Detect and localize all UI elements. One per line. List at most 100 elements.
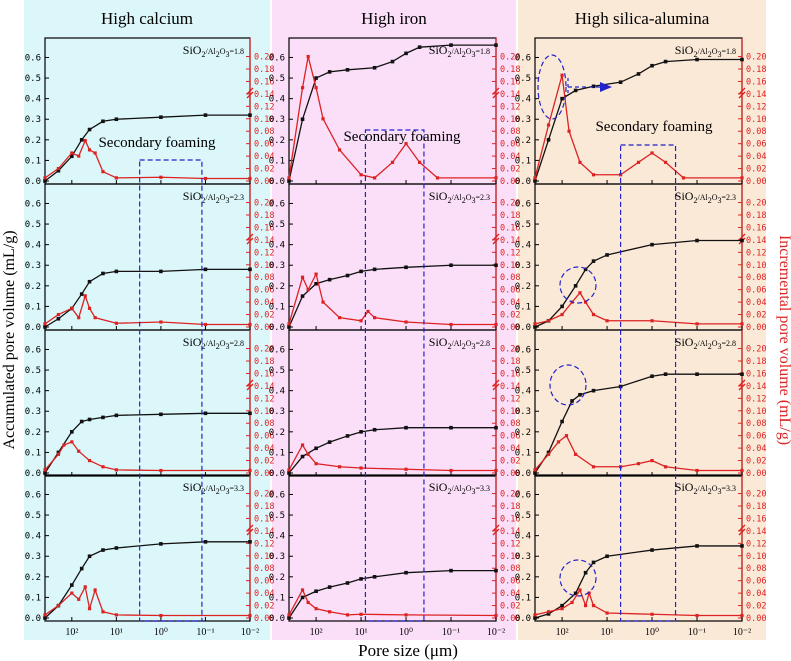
axis-break-mark — [492, 524, 500, 536]
incremental-point — [359, 173, 363, 177]
column-background — [518, 0, 766, 640]
right-tick-label: 0.20 — [500, 53, 520, 63]
incremental-point — [449, 322, 453, 327]
left-tick-label: 0.5 — [515, 74, 531, 84]
incremental-point — [77, 154, 81, 158]
accumulated-point — [618, 80, 623, 84]
left-tick-label: 0.0 — [25, 469, 41, 479]
incremental-point — [70, 306, 74, 310]
accumulated-point — [560, 304, 564, 309]
right-tick-label: 0.12 — [254, 539, 274, 549]
x-axis-label: Pore size (μm) — [358, 641, 458, 660]
accumulated-point — [533, 471, 537, 475]
accumulated-point — [404, 51, 408, 56]
accumulated-point — [740, 544, 744, 548]
accumulated-point — [159, 269, 163, 274]
right-tick-label: 0.16 — [500, 369, 520, 379]
right-tick-label: 0.00 — [500, 323, 520, 333]
accumulated-point — [327, 277, 332, 282]
incremental-point — [605, 319, 609, 323]
x-tick-label: 10⁰ — [154, 627, 168, 638]
right-tick-label: 0.10 — [254, 552, 274, 562]
left-tick-label: 0.1 — [25, 448, 41, 458]
incremental-point — [681, 176, 686, 180]
right-tick-label: 0.06 — [746, 140, 766, 150]
peak-highlight-circle — [549, 364, 587, 406]
right-tick-label: 0.14 — [746, 527, 766, 537]
axis-break-mark — [492, 233, 500, 245]
left-tick-label: 0.1 — [269, 302, 285, 312]
right-tick-label: 0.02 — [254, 311, 274, 321]
left-tick-label: 0.5 — [269, 220, 285, 230]
accumulated-point — [546, 138, 551, 142]
accumulated-point — [494, 568, 498, 573]
incremental-point — [43, 176, 47, 180]
left-tick-label: 0.4 — [25, 241, 41, 251]
accumulated-point — [740, 372, 744, 376]
right-tick-label: 0.08 — [746, 564, 766, 574]
accumulated-point — [203, 411, 208, 416]
incremental-point — [494, 322, 498, 327]
right-tick-label: 0.12 — [254, 394, 274, 404]
incremental-point — [373, 176, 377, 180]
right-tick-label: 0.02 — [254, 165, 274, 175]
accumulated-point — [573, 591, 578, 596]
panel: 0.0 0.1 0.2 0.3 0.4 0.5 0.6 0.00 0.02 0.04 0.06 0.0… — [269, 37, 520, 187]
incremental-point — [650, 319, 654, 323]
accumulated-point — [372, 267, 377, 272]
incremental-point — [567, 129, 571, 133]
incremental-point — [546, 123, 551, 127]
incremental-point — [560, 607, 564, 611]
incremental-point — [62, 443, 66, 447]
right-tick-label: 0.04 — [746, 298, 766, 308]
accumulated-point — [533, 179, 537, 183]
accumulated-point — [546, 612, 551, 616]
incremental-point — [114, 321, 118, 325]
ratio-label: SiO2/Al2O3=2.8 — [429, 335, 490, 351]
axis-break-mark — [492, 379, 500, 391]
right-tick-label: 0.08 — [746, 127, 766, 137]
accumulated-point — [533, 325, 537, 329]
right-tick-label: 0.08 — [500, 564, 520, 574]
incremental-point — [314, 607, 318, 611]
right-tick-label: 0.04 — [254, 152, 274, 162]
right-tick-label: 0.18 — [254, 357, 274, 367]
secondary-foaming-label: Secondary foaming — [98, 135, 216, 151]
right-tick-label: 0.12 — [746, 102, 766, 112]
left-tick-label: 0.0 — [269, 323, 285, 333]
accumulated-series-line — [44, 541, 250, 619]
incremental-point — [663, 465, 668, 469]
incremental-point — [56, 312, 61, 317]
right-tick-label: 0.20 — [746, 490, 766, 500]
incremental-point — [494, 613, 498, 618]
right-tick-label: 0.18 — [746, 357, 766, 367]
right-tick-label: 0.12 — [746, 394, 766, 404]
right-tick-label: 0.00 — [254, 614, 274, 624]
right-tick-label: 0.12 — [254, 248, 274, 258]
incremental-point — [636, 462, 641, 466]
right-tick-label: 0.06 — [746, 432, 766, 442]
axis-break-mark — [738, 87, 746, 99]
x-tick-label: 10⁻² — [733, 627, 751, 638]
incremental-point — [43, 468, 47, 472]
right-tick-label: 0.12 — [500, 248, 520, 258]
incremental-point — [287, 468, 291, 472]
accumulated-point — [287, 616, 291, 620]
accumulated-point — [203, 113, 208, 117]
accumulated-point — [101, 119, 105, 124]
left-tick-label: 0.1 — [515, 448, 531, 458]
right-tick-label: 0.08 — [500, 127, 520, 137]
incremental-point — [77, 597, 81, 601]
left-tick-label: 0.3 — [515, 261, 531, 271]
right-tick-label: 0.00 — [254, 469, 274, 479]
right-tick-label: 0.04 — [500, 298, 520, 308]
accumulated-point — [560, 603, 564, 608]
accumulated-point — [159, 412, 163, 417]
incremental-point — [578, 588, 582, 592]
incremental-point — [337, 148, 342, 152]
left-tick-label: 0.0 — [25, 177, 41, 187]
accumulated-point — [546, 450, 551, 455]
right-tick-label: 0.14 — [254, 90, 274, 100]
incremental-point — [248, 613, 252, 618]
accumulated-point — [327, 440, 332, 444]
